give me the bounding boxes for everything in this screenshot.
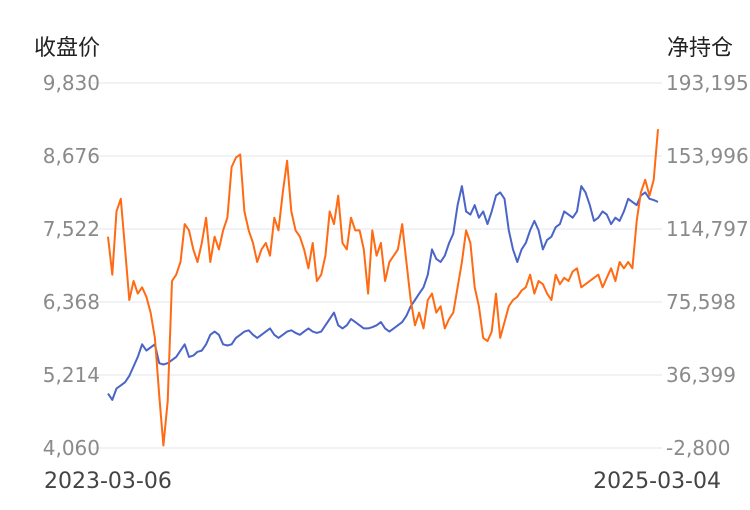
- left-axis-title: 收盘价: [34, 36, 100, 61]
- right-tick-label: 153,996: [666, 144, 749, 168]
- right-tick-label: 36,399: [666, 363, 736, 387]
- left-axis-ticks: 9,830 8,676 7,522 6,368 5,214 4,060: [43, 71, 100, 460]
- right-tick-label: 75,598: [666, 290, 736, 314]
- left-tick-label: 5,214: [43, 363, 100, 387]
- left-tick-label: 6,368: [43, 290, 100, 314]
- right-axis-title: 净持仓: [667, 36, 733, 61]
- left-tick-label: 7,522: [43, 217, 100, 241]
- right-tick-label: -2,800: [666, 436, 730, 460]
- x-axis-end-date: 2025-03-04: [593, 469, 721, 494]
- left-tick-label: 8,676: [43, 144, 100, 168]
- series-line-orange: [107, 129, 659, 447]
- left-tick-label: 4,060: [43, 436, 100, 460]
- grid-lines: [92, 82, 662, 449]
- x-axis-start-date: 2023-03-06: [44, 469, 172, 494]
- right-axis-ticks: 193,195 153,996 114,797 75,598 36,399 -2,800: [666, 71, 749, 460]
- series-lines: [107, 129, 659, 447]
- right-tick-label: 114,797: [666, 217, 749, 241]
- left-tick-label: 9,830: [43, 71, 100, 95]
- series-line-blue: [107, 185, 659, 401]
- right-tick-label: 193,195: [666, 71, 749, 95]
